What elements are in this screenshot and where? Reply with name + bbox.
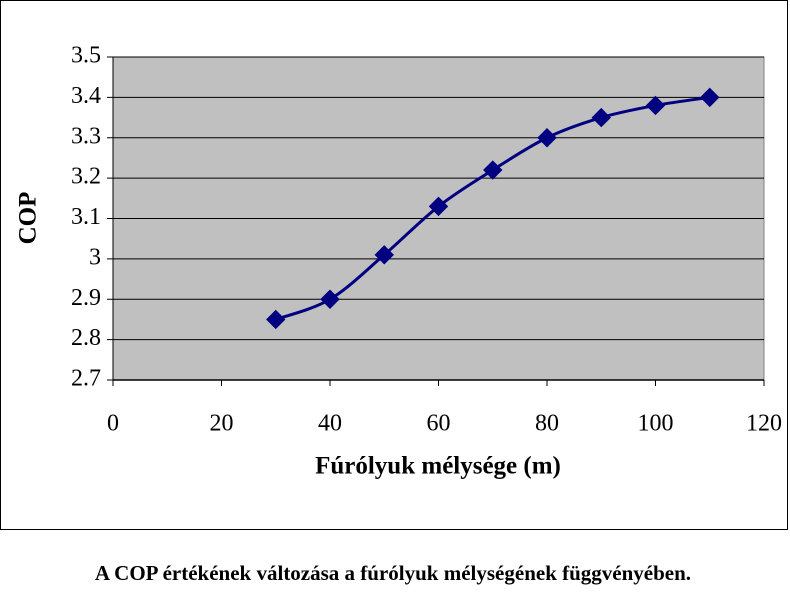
data-point bbox=[266, 309, 286, 330]
caption: A COP értékének változása a fúrólyuk mél… bbox=[95, 561, 691, 585]
y-tick-label: 3.2 bbox=[71, 164, 101, 190]
x-axis-title: Fúrólyuk mélysége (m) bbox=[315, 453, 561, 480]
data-point bbox=[537, 128, 557, 148]
data-point bbox=[700, 87, 720, 108]
x-tick-label: 100 bbox=[638, 411, 674, 437]
x-tick-label: 40 bbox=[318, 411, 342, 437]
data-point bbox=[483, 160, 503, 180]
y-tick-label: 2.8 bbox=[71, 325, 101, 351]
data-point bbox=[320, 289, 340, 309]
data-point bbox=[374, 245, 394, 265]
data-point bbox=[645, 95, 666, 116]
x-tick-label: 0 bbox=[107, 411, 119, 437]
x-tick-label: 60 bbox=[427, 411, 451, 437]
y-tick-label: 2.9 bbox=[71, 285, 101, 311]
y-tick-label: 3.3 bbox=[71, 123, 101, 149]
y-tick-label: 3.1 bbox=[71, 204, 101, 230]
y-tick-label: 3.5 bbox=[71, 43, 101, 69]
data-point bbox=[591, 107, 611, 128]
y-tick-label: 2.7 bbox=[71, 366, 101, 392]
data-point bbox=[428, 196, 449, 217]
x-tick-label: 20 bbox=[210, 411, 234, 437]
x-tick-label: 80 bbox=[535, 411, 559, 437]
x-tick-label: 120 bbox=[746, 411, 782, 437]
y-axis-title: COP bbox=[15, 192, 42, 245]
y-tick-label: 3 bbox=[89, 244, 101, 270]
y-tick-label: 3.4 bbox=[71, 83, 101, 109]
